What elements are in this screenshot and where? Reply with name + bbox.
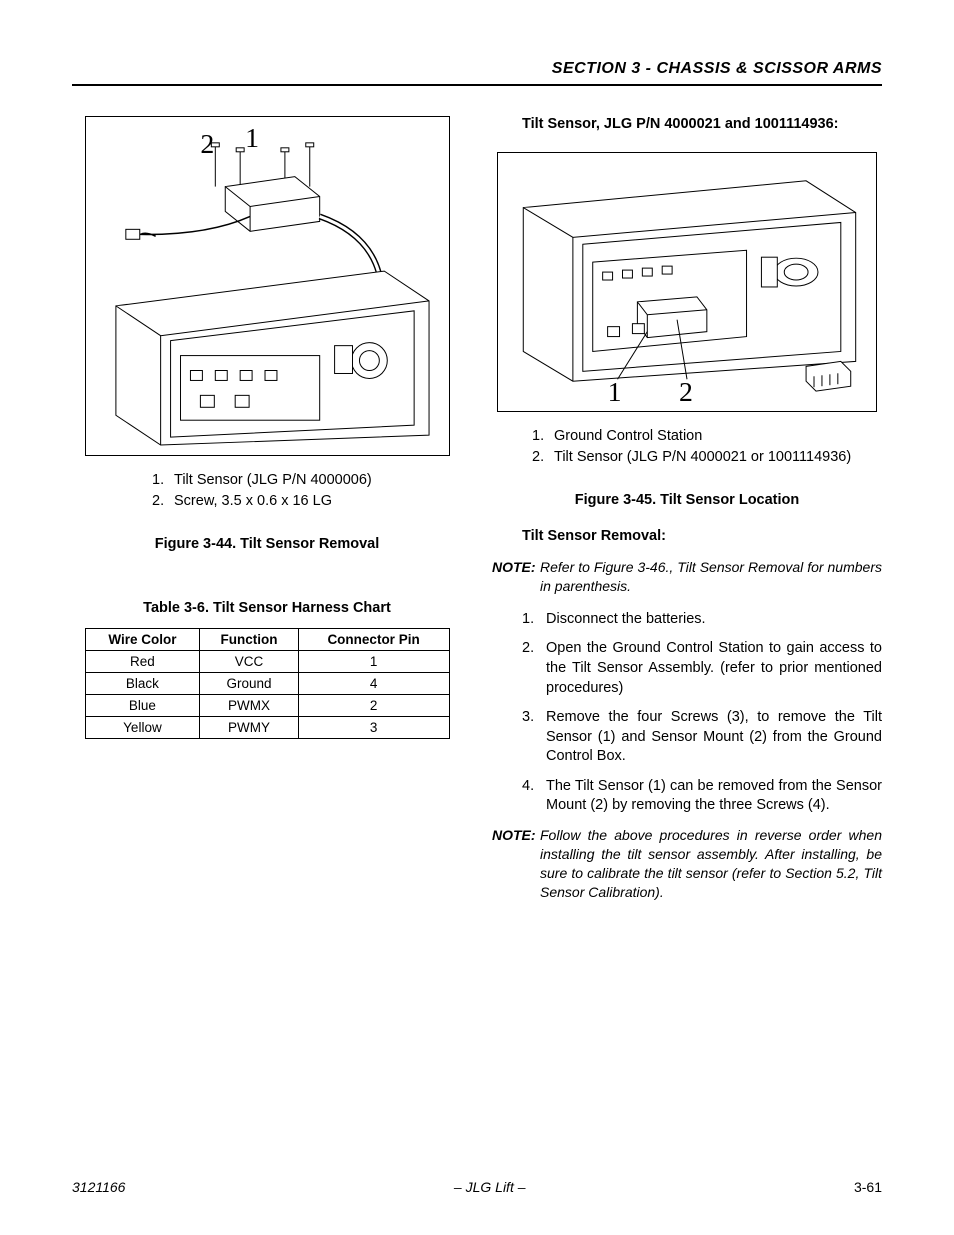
figure-3-44-diagram: 1 2 — [85, 116, 450, 456]
note-label: NOTE: — [492, 826, 540, 902]
list-item: 1.Tilt Sensor (JLG P/N 4000006) — [152, 470, 462, 491]
note-label: NOTE: — [492, 558, 540, 596]
header-rule — [72, 84, 882, 86]
note-text: Follow the above procedures in reverse o… — [540, 826, 882, 902]
table-row: Red VCC 1 — [85, 651, 449, 673]
table-row: Yellow PWMY 3 — [85, 717, 449, 739]
footer-doc-number: 3121166 — [72, 1179, 125, 1195]
table-3-6-caption: Table 3-6. Tilt Sensor Harness Chart — [72, 600, 462, 616]
connector-assembly-icon — [806, 361, 851, 391]
callout-1: 1 — [245, 123, 259, 154]
note-text: Refer to Figure 3-46., Tilt Sensor Remov… — [540, 558, 882, 596]
footer-page-number: 3-61 — [854, 1179, 882, 1195]
figure-3-44-caption: Figure 3-44. Tilt Sensor Removal — [72, 536, 462, 552]
list-item: 2.Tilt Sensor (JLG P/N 4000021 or 100111… — [532, 447, 882, 468]
page: SECTION 3 - CHASSIS & SCISSOR ARMS 1 2 — [0, 0, 954, 1235]
figure-3-44-legend: 1.Tilt Sensor (JLG P/N 4000006) 2.Screw,… — [152, 470, 462, 512]
removal-steps: Disconnect the batteries. Open the Groun… — [522, 610, 882, 816]
step-item: Remove the four Screws (3), to remove th… — [522, 708, 882, 767]
callout-2: 2 — [200, 129, 214, 160]
callout-1: 1 — [608, 377, 622, 408]
note-1: NOTE: Refer to Figure 3-46., Tilt Sensor… — [492, 558, 882, 596]
footer-center: – JLG Lift – — [454, 1179, 526, 1195]
callout-2: 2 — [679, 377, 693, 408]
tilt-removal-heading: Tilt Sensor Removal: — [522, 528, 882, 544]
figure-3-45-legend: 1.Ground Control Station 2.Tilt Sensor (… — [532, 426, 882, 468]
figure-3-45-diagram: 1 2 — [497, 152, 877, 412]
section-header: SECTION 3 - CHASSIS & SCISSOR ARMS — [72, 60, 882, 78]
col-function: Function — [200, 629, 298, 651]
harness-chart-table: Wire Color Function Connector Pin Red VC… — [85, 628, 450, 739]
step-item: Disconnect the batteries. — [522, 610, 882, 630]
step-item: The Tilt Sensor (1) can be removed from … — [522, 777, 882, 816]
connector-icon — [125, 229, 139, 239]
figure-3-45-caption: Figure 3-45. Tilt Sensor Location — [492, 492, 882, 508]
list-item: 2.Screw, 3.5 x 0.6 x 16 LG — [152, 491, 462, 512]
tilt-sensor-removal-svg: 1 2 — [86, 117, 449, 455]
content-columns: 1 2 — [72, 116, 882, 915]
control-box-icon — [523, 181, 855, 381]
table-row: Blue PWMX 2 — [85, 695, 449, 717]
left-column: 1 2 — [72, 116, 462, 915]
table-header-row: Wire Color Function Connector Pin — [85, 629, 449, 651]
harness-wire-icon — [133, 216, 249, 236]
col-connector-pin: Connector Pin — [298, 629, 449, 651]
step-item: Open the Ground Control Station to gain … — [522, 639, 882, 698]
tilt-sensor-location-svg: 1 2 — [498, 153, 876, 411]
page-footer: 3121166 – JLG Lift – 3-61 — [72, 1179, 882, 1195]
control-box-icon — [115, 271, 428, 445]
right-column: Tilt Sensor, JLG P/N 4000021 and 1001114… — [492, 116, 882, 915]
sensor-block-icon — [225, 177, 319, 232]
tilt-sensor-pn-heading: Tilt Sensor, JLG P/N 4000021 and 1001114… — [522, 116, 882, 132]
col-wire-color: Wire Color — [85, 629, 200, 651]
note-2: NOTE: Follow the above procedures in rev… — [492, 826, 882, 902]
table-row: Black Ground 4 — [85, 673, 449, 695]
list-item: 1.Ground Control Station — [532, 426, 882, 447]
